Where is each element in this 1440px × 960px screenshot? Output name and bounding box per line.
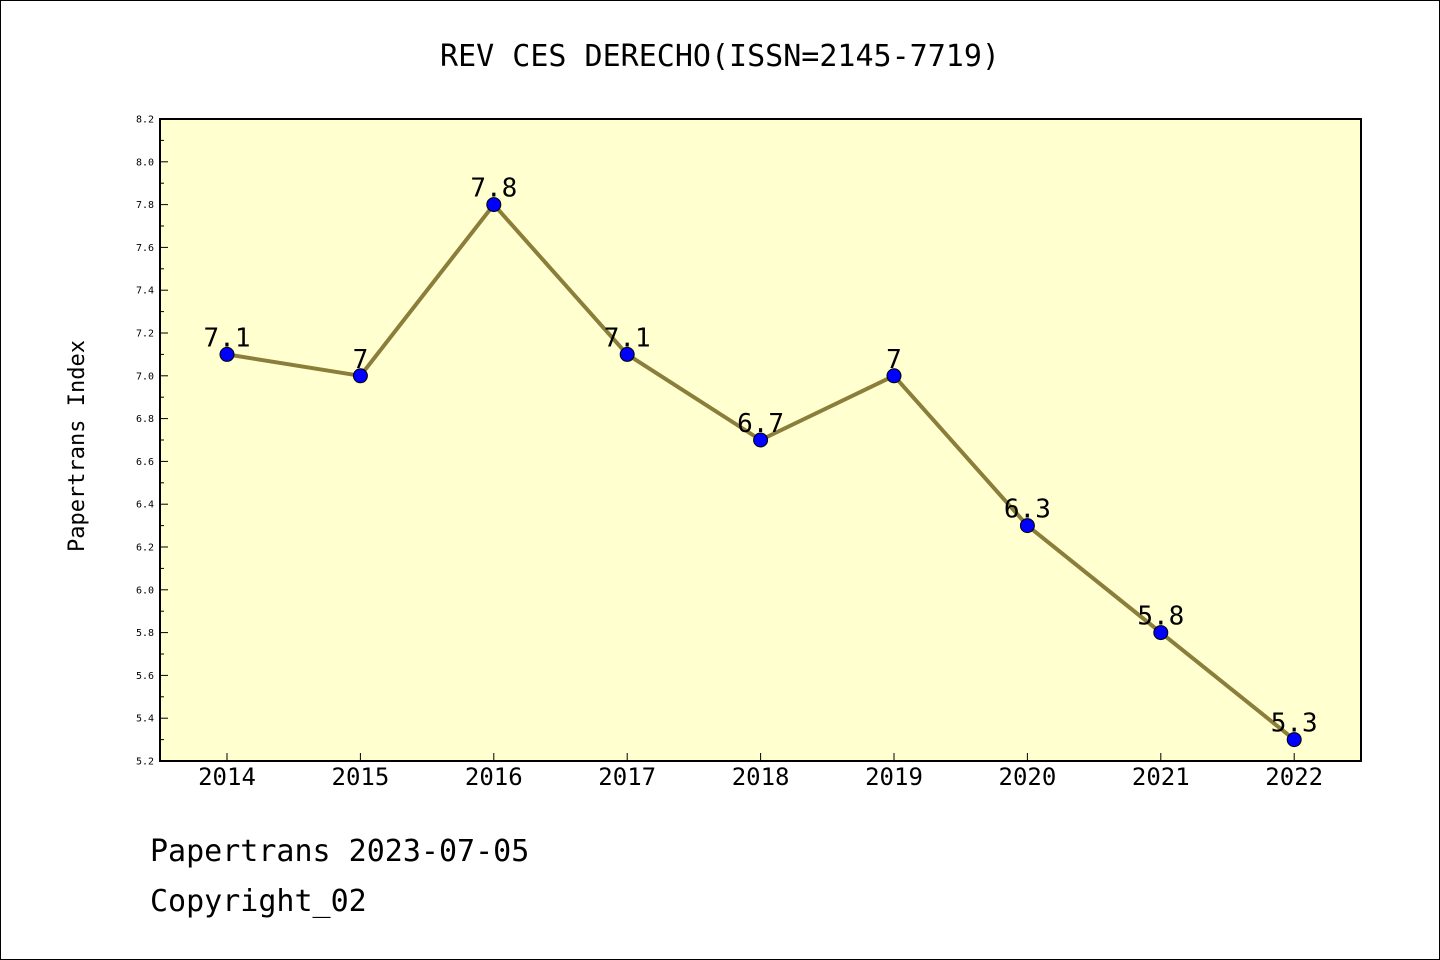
y-tick-label: 8.0 xyxy=(136,157,154,168)
data-point xyxy=(619,346,635,362)
footer-copyright: Copyright_02 xyxy=(150,884,367,919)
y-tick-label: 6.0 xyxy=(136,585,154,596)
x-axis: 2014 2015 2016 2017 2018 2019 2020 2021 2022 xyxy=(198,753,1323,791)
data-label: 7.8 xyxy=(470,174,517,204)
y-tick-label: 5.4 xyxy=(136,714,154,725)
data-point xyxy=(1019,518,1035,534)
x-tick-label: 2019 xyxy=(865,763,923,791)
data-point xyxy=(352,368,368,384)
y-tick-label: 7.2 xyxy=(136,329,154,340)
x-tick-label: 2022 xyxy=(1265,763,1323,791)
y-tick-label: 6.4 xyxy=(136,500,154,511)
x-tick-label: 2017 xyxy=(598,763,656,791)
data-point xyxy=(1286,732,1302,748)
y-tick-label: 6.2 xyxy=(136,543,154,554)
y-tick-label: 7.4 xyxy=(136,286,154,297)
data-label: 6.3 xyxy=(1004,495,1051,525)
data-label: 7 xyxy=(886,345,902,375)
chart-title: REV CES DERECHO(ISSN=2145-7719) xyxy=(440,39,1000,74)
y-tick-label: 6.6 xyxy=(136,457,154,468)
y-tick-label: 8.2 xyxy=(136,115,154,126)
x-tick-label: 2016 xyxy=(465,763,523,791)
y-tick-label: 6.8 xyxy=(136,414,154,425)
x-tick-label: 2021 xyxy=(1132,763,1190,791)
y-tick-label: 7.0 xyxy=(136,371,154,382)
data-point xyxy=(486,197,502,213)
data-labels: 7.1 7 7.8 7.1 6.7 7 6.3 5.8 5.3 xyxy=(204,174,1318,739)
data-markers xyxy=(219,197,1302,748)
x-tick-label: 2018 xyxy=(732,763,790,791)
data-label: 5.3 xyxy=(1271,709,1318,739)
data-label: 7.1 xyxy=(204,323,251,353)
y-tick-label: 5.6 xyxy=(136,671,154,682)
y-tick-label: 7.6 xyxy=(136,243,154,254)
y-tick-label: 7.8 xyxy=(136,200,154,211)
data-point xyxy=(753,432,769,448)
plot-area xyxy=(159,118,1362,762)
data-label: 5.8 xyxy=(1137,602,1184,632)
footer-date: Papertrans 2023-07-05 xyxy=(150,834,530,869)
y-axis-label: Papertrans Index xyxy=(65,340,90,552)
data-label: 6.7 xyxy=(737,409,784,439)
x-tick-label: 2015 xyxy=(332,763,390,791)
x-tick-label: 2014 xyxy=(198,763,256,791)
y-axis: 5.2 5.4 5.6 5.8 6.0 6.2 6.4 6.6 6.8 7.0 7.2 7.4 7.6 7… xyxy=(136,115,168,768)
data-label: 7 xyxy=(353,345,369,375)
data-point xyxy=(1153,625,1169,641)
y-tick-label: 5.2 xyxy=(136,757,154,768)
data-label: 7.1 xyxy=(604,323,651,353)
data-point xyxy=(219,346,235,362)
y-tick-label: 5.8 xyxy=(136,628,154,639)
x-tick-label: 2020 xyxy=(999,763,1057,791)
data-point xyxy=(886,368,902,384)
